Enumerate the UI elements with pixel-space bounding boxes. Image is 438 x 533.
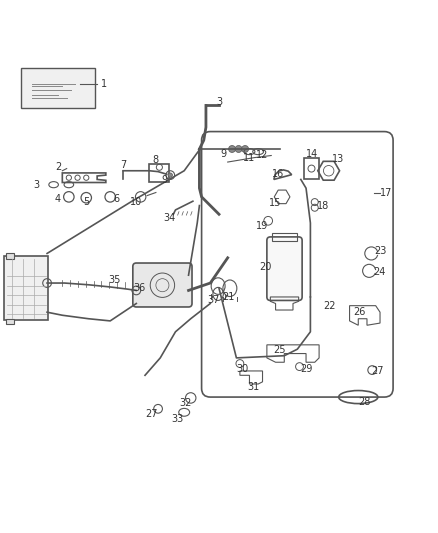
FancyBboxPatch shape: [133, 263, 192, 307]
Text: 23: 23: [375, 246, 387, 256]
Text: 32: 32: [179, 398, 192, 408]
Bar: [6, 254, 14, 259]
Text: 37: 37: [208, 295, 220, 305]
Text: 30: 30: [237, 364, 249, 374]
Bar: [6, 319, 14, 324]
Text: 13: 13: [332, 154, 344, 164]
FancyBboxPatch shape: [267, 237, 302, 301]
Text: 21: 21: [223, 292, 235, 302]
Bar: [272, 233, 297, 241]
Text: 22: 22: [324, 301, 336, 311]
Text: 25: 25: [274, 345, 286, 355]
Text: 14: 14: [307, 149, 319, 159]
Text: 10: 10: [130, 197, 142, 207]
Bar: [149, 164, 169, 182]
FancyBboxPatch shape: [21, 68, 95, 108]
Text: 1: 1: [101, 79, 107, 88]
Text: 3: 3: [33, 180, 39, 190]
Text: 26: 26: [353, 307, 366, 317]
Text: 19: 19: [256, 221, 268, 231]
Text: 27: 27: [145, 409, 158, 419]
Text: 28: 28: [359, 397, 371, 407]
Bar: [304, 158, 319, 180]
Text: 9: 9: [220, 149, 226, 159]
Text: 2: 2: [55, 162, 61, 172]
Circle shape: [229, 146, 236, 152]
Text: 4: 4: [55, 194, 61, 204]
Text: 3: 3: [216, 98, 222, 108]
Text: 35: 35: [108, 276, 121, 286]
Text: 6: 6: [113, 194, 120, 204]
Text: 17: 17: [380, 188, 393, 198]
FancyBboxPatch shape: [4, 256, 48, 320]
Text: 12: 12: [256, 150, 268, 160]
Text: 34: 34: [163, 213, 175, 223]
Text: 16: 16: [272, 169, 284, 179]
Text: 15: 15: [269, 198, 282, 208]
Text: 11: 11: [244, 152, 256, 163]
Text: 36: 36: [134, 283, 146, 293]
Text: 27: 27: [371, 366, 384, 376]
Circle shape: [168, 173, 173, 177]
Text: 33: 33: [172, 414, 184, 424]
Circle shape: [242, 146, 249, 152]
Text: 29: 29: [300, 364, 312, 374]
Text: 18: 18: [317, 201, 328, 212]
Text: 5: 5: [83, 197, 89, 207]
Text: 7: 7: [120, 160, 127, 170]
Text: 24: 24: [373, 266, 385, 277]
Circle shape: [235, 146, 242, 152]
Text: 8: 8: [153, 155, 159, 165]
Text: 9: 9: [162, 175, 168, 185]
Text: 31: 31: [248, 383, 260, 392]
Text: 20: 20: [259, 262, 272, 271]
